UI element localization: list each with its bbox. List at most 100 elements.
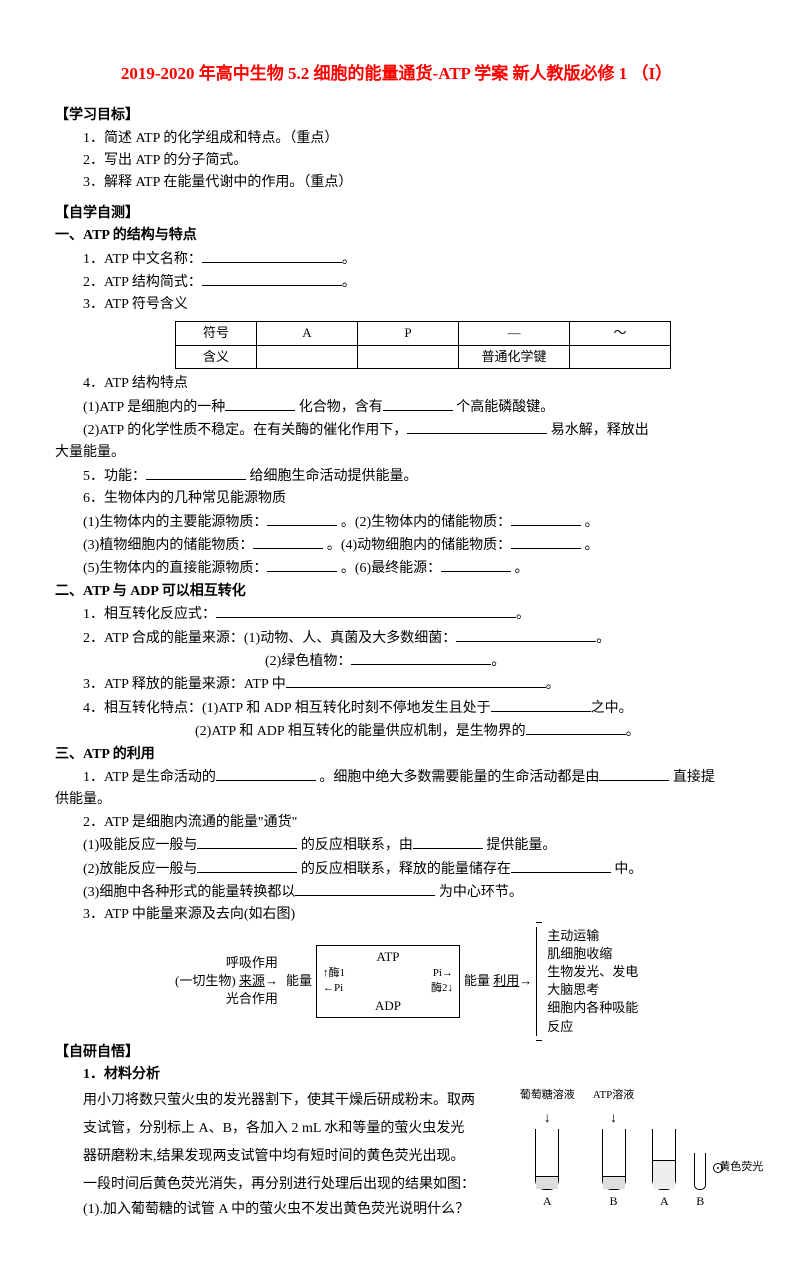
cell: 含义 [176, 345, 257, 369]
item-3-2c: (3)细胞中各种形式的能量转换都以 为中心环节。 [55, 881, 738, 904]
test-tube-icon: 黄色荧光 [694, 1153, 706, 1190]
text: 。(2)生物体内的储能物质： [341, 515, 511, 530]
cell[interactable] [257, 345, 358, 369]
tube-b-after: 黄色荧光 B [694, 1123, 706, 1211]
use-item: 生物发光、发电 [547, 963, 638, 981]
text: 直接提 [673, 770, 715, 785]
blank[interactable] [456, 627, 596, 642]
text: 。 [342, 275, 356, 290]
item-1-6a: (1)生物体内的主要能源物质： 。(2)生物体内的储能物质： 。 [55, 511, 738, 534]
item-2-1: 1．相互转化反应式： 。 [55, 603, 738, 626]
diagram-source: 呼吸作用 (一切生物) 来源→ 光合作用 [175, 954, 282, 1009]
glow-label: 黄色荧光 [719, 1159, 763, 1177]
blank[interactable] [407, 419, 547, 434]
cell: ～ [570, 321, 671, 345]
label: B [696, 1192, 704, 1211]
text: 。(6)最终能源： [341, 561, 441, 576]
blank[interactable] [511, 534, 581, 549]
blank[interactable] [197, 834, 297, 849]
goal-3: 3．解释 ATP 在能量代谢中的作用。（重点） [55, 172, 738, 194]
text: (2)绿色植物： [265, 654, 351, 669]
heading-usage: 三、ATP 的利用 [55, 744, 738, 766]
text: (1)ATP 是细胞内的一种 [83, 400, 225, 415]
cell: 普通化学键 [459, 345, 570, 369]
blank[interactable] [511, 511, 581, 526]
blank[interactable] [267, 557, 337, 572]
item-2-2a: 2．ATP 合成的能量来源：(1)动物、人、真菌及大多数细菌：。 [55, 627, 738, 650]
text: 。 [491, 654, 505, 669]
text: 化合物，含有 [299, 400, 383, 415]
item-3-1-cont: 供能量。 [55, 789, 738, 811]
text: 1．ATP 是生命活动的 [83, 770, 216, 785]
heading-conversion: 二、ATP 与 ADP 可以相互转化 [55, 581, 738, 603]
text: 中。 [614, 862, 642, 877]
text: 。 [516, 607, 530, 622]
text: 1．ATP 中文名称： [83, 252, 202, 267]
text: (1)生物体内的主要能源物质： [83, 515, 267, 530]
enzyme-1: 酶1 [328, 967, 345, 979]
test-tube-icon [602, 1129, 626, 1190]
cell: — [459, 321, 570, 345]
cell[interactable] [358, 345, 459, 369]
material-analysis-head: 1．材料分析 [55, 1064, 738, 1086]
item-2-2b: (2)绿色植物： 。 [55, 650, 738, 673]
experiment-text: 用小刀将数只萤火虫的发光器割下，使其干燥后研成粉末。取两支试管，分别标上 A、B… [55, 1087, 478, 1221]
arrow-down-icon: ↓ [610, 1106, 617, 1128]
blank[interactable] [216, 766, 316, 781]
diagram-cycle: ATP ↑酶1 Pi→ ←Pi 酶2↓ ADP [316, 945, 460, 1018]
blank[interactable] [599, 766, 669, 781]
experiment-figure: 葡萄糖溶液 ↓ A ATP溶液 ↓ B A 黄色荧光 [488, 1087, 738, 1221]
item-1-6b: (3)植物细胞内的储能物质： 。(4)动物细胞内的储能物质： 。 [55, 534, 738, 557]
section-self-study: 【自研自悟】 [55, 1042, 738, 1064]
blank[interactable] [383, 396, 453, 411]
blank[interactable] [413, 834, 483, 849]
item-1-5: 5．功能： 给细胞生命活动提供能量。 [55, 465, 738, 488]
item-1-2: 2．ATP 结构简式：。 [55, 271, 738, 294]
item-2-4b: (2)ATP 和 ADP 相互转化的能量供应机制，是生物界的。 [55, 720, 738, 743]
diagram-energy-use: 能量 利用→ [460, 972, 536, 990]
text: 。(4)动物细胞内的储能物质： [327, 538, 511, 553]
text: (3)细胞中各种形式的能量转换都以 [83, 885, 295, 900]
text: 5．功能： [83, 469, 146, 484]
blank[interactable] [225, 396, 295, 411]
use-item: 肌细胞收缩 [547, 945, 638, 963]
cell: 符号 [176, 321, 257, 345]
label: 葡萄糖溶液 [520, 1087, 575, 1105]
tube-b-before: ATP溶液 ↓ B [593, 1087, 635, 1211]
blank[interactable] [253, 534, 323, 549]
text: 1．相互转化反应式： [83, 607, 216, 622]
text: 3．ATP 释放的能量来源：ATP 中 [83, 677, 286, 692]
blank[interactable] [286, 673, 546, 688]
blank[interactable] [202, 248, 342, 263]
cell[interactable] [570, 345, 671, 369]
text: 光合作用 [175, 990, 278, 1008]
blank[interactable] [202, 271, 342, 286]
atp-label: ATP [323, 948, 453, 966]
text: 2．ATP 合成的能量来源：(1)动物、人、真菌及大多数细菌： [83, 631, 456, 646]
use-item: 主动运输 [547, 927, 638, 945]
blank[interactable] [526, 720, 626, 735]
text: 的反应相联系，释放的能量储存在 [301, 862, 511, 877]
blank[interactable] [197, 858, 297, 873]
material-paragraph: 用小刀将数只萤火虫的发光器割下，使其干燥后研成粉末。取两支试管，分别标上 A、B… [55, 1087, 478, 1199]
table-row: 含义 普通化学键 [176, 345, 671, 369]
text: 给细胞生命活动提供能量。 [250, 469, 418, 484]
goal-1: 1．简述 ATP 的化学组成和特点。（重点） [55, 128, 738, 150]
text: 呼吸作用 [175, 954, 278, 972]
blank[interactable] [351, 650, 491, 665]
text: 为中心环节。 [439, 885, 523, 900]
blank[interactable] [295, 881, 435, 896]
text: 提供能量。 [486, 838, 556, 853]
blank[interactable] [491, 697, 591, 712]
text: 。 [585, 538, 599, 553]
cell: P [358, 321, 459, 345]
blank[interactable] [146, 465, 246, 480]
blank[interactable] [511, 858, 611, 873]
blank[interactable] [441, 557, 511, 572]
arrow-down-icon: ↓ [544, 1106, 551, 1128]
blank[interactable] [216, 603, 516, 618]
use-item: 反应 [547, 1018, 638, 1036]
blank[interactable] [267, 511, 337, 526]
item-2-4a: 4．相互转化特点：(1)ATP 和 ADP 相互转化时刻不停地发生且处于之中。 [55, 697, 738, 720]
text: 之中。 [591, 701, 633, 716]
